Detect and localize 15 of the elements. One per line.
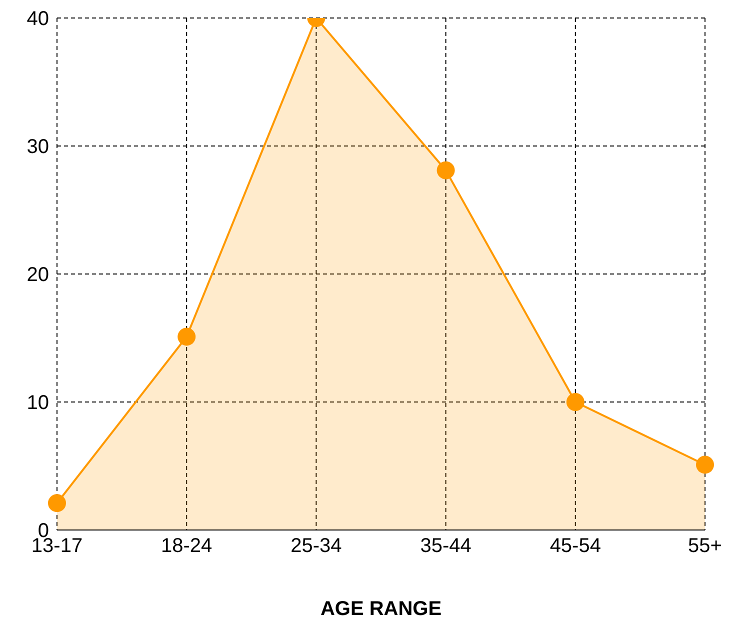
x-axis-title: AGE RANGE (320, 598, 442, 620)
x-tick-label: 45-54 (550, 535, 601, 558)
x-tick-label: 35-44 (420, 535, 472, 558)
point (566, 393, 584, 411)
y-tick-label: 30 (26, 136, 49, 158)
point (436, 161, 455, 180)
x-tick-label: 25-34 (290, 535, 342, 558)
y-tick-label: 10 (26, 392, 49, 414)
point (48, 494, 66, 512)
x-tick-label: 18-24 (161, 535, 212, 558)
x-tick-label: 55+ (688, 535, 722, 558)
y-tick-label: 40 (26, 8, 49, 30)
point (178, 328, 196, 346)
point (696, 456, 714, 474)
y-tick-label: 20 (26, 264, 49, 286)
